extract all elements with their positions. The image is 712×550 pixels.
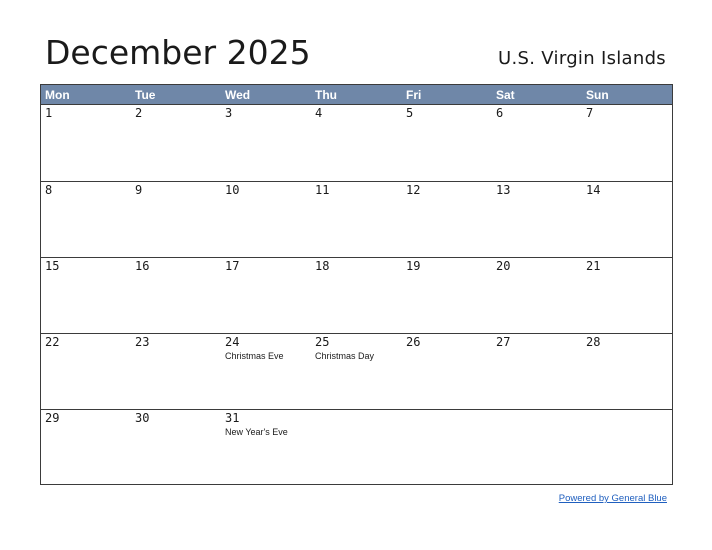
day-cell <box>492 410 582 484</box>
day-cell: 5 <box>402 105 492 181</box>
day-number: 26 <box>406 335 421 349</box>
day-cell: 2 <box>131 105 221 181</box>
day-cell: 15 <box>41 258 131 333</box>
day-cell: 28 <box>582 334 672 409</box>
day-number: 13 <box>496 183 511 197</box>
day-cell: 13 <box>492 182 582 257</box>
day-number: 27 <box>496 335 511 349</box>
calendar-grid: Mon Tue Wed Thu Fri Sat Sun 1 2 3 4 5 6 7 8 9 10 1… <box>40 84 673 485</box>
weekday-header: Mon Tue Wed Thu Fri Sat Sun <box>41 85 672 105</box>
day-number: 22 <box>45 335 60 349</box>
day-number: 8 <box>45 183 53 197</box>
day-cell: 10 <box>221 182 311 257</box>
weekday-sat: Sat <box>496 88 515 102</box>
day-cell: 23 <box>131 334 221 409</box>
day-number: 4 <box>315 106 323 120</box>
day-cell: 11 <box>311 182 402 257</box>
day-number: 5 <box>406 106 414 120</box>
day-number: 7 <box>586 106 594 120</box>
day-number: 30 <box>135 411 150 425</box>
day-number: 1 <box>45 106 53 120</box>
day-cell: 25 Christmas Day <box>311 334 402 409</box>
day-number: 16 <box>135 259 150 273</box>
weekday-wed: Wed <box>225 88 251 102</box>
day-number: 11 <box>315 183 330 197</box>
day-cell: 4 <box>311 105 402 181</box>
day-number: 14 <box>586 183 601 197</box>
region-label: U.S. Virgin Islands <box>498 48 666 69</box>
weekday-sun: Sun <box>586 88 609 102</box>
day-cell: 20 <box>492 258 582 333</box>
day-cell: 30 <box>131 410 221 484</box>
day-cell: 3 <box>221 105 311 181</box>
day-number: 15 <box>45 259 60 273</box>
day-number: 19 <box>406 259 421 273</box>
holiday-label: New Year's Eve <box>225 427 288 437</box>
day-number: 28 <box>586 335 601 349</box>
day-cell: 22 <box>41 334 131 409</box>
day-cell: 24 Christmas Eve <box>221 334 311 409</box>
day-cell: 29 <box>41 410 131 484</box>
day-number: 6 <box>496 106 504 120</box>
day-cell: 16 <box>131 258 221 333</box>
day-cell: 7 <box>582 105 672 181</box>
day-number: 9 <box>135 183 143 197</box>
day-cell: 8 <box>41 182 131 257</box>
weekday-tue: Tue <box>135 88 156 102</box>
day-number: 17 <box>225 259 240 273</box>
powered-by-link[interactable]: Powered by General Blue <box>558 493 667 504</box>
page-title: December 2025 <box>45 33 311 72</box>
day-cell: 17 <box>221 258 311 333</box>
week-row: 8 9 10 11 12 13 14 <box>41 181 672 257</box>
day-cell: 6 <box>492 105 582 181</box>
day-number: 12 <box>406 183 421 197</box>
day-number: 23 <box>135 335 150 349</box>
day-cell <box>582 410 672 484</box>
day-cell <box>311 410 402 484</box>
holiday-label: Christmas Eve <box>225 351 284 361</box>
day-cell: 12 <box>402 182 492 257</box>
week-row: 1 2 3 4 5 6 7 <box>41 105 672 181</box>
day-number: 20 <box>496 259 511 273</box>
week-row: 22 23 24 Christmas Eve 25 Christmas Day 26 27 28 <box>41 333 672 409</box>
day-number: 3 <box>225 106 233 120</box>
day-number: 2 <box>135 106 143 120</box>
day-number: 10 <box>225 183 240 197</box>
day-number: 18 <box>315 259 330 273</box>
day-cell: 31 New Year's Eve <box>221 410 311 484</box>
day-cell: 18 <box>311 258 402 333</box>
day-number: 29 <box>45 411 60 425</box>
day-cell: 27 <box>492 334 582 409</box>
day-cell: 1 <box>41 105 131 181</box>
weekday-fri: Fri <box>406 88 422 102</box>
holiday-label: Christmas Day <box>315 351 375 361</box>
day-number: 25 <box>315 335 330 349</box>
day-cell: 9 <box>131 182 221 257</box>
day-cell: 19 <box>402 258 492 333</box>
weekday-thu: Thu <box>315 88 337 102</box>
week-row: 15 16 17 18 19 20 21 <box>41 257 672 333</box>
weekday-mon: Mon <box>45 88 70 102</box>
day-cell: 26 <box>402 334 492 409</box>
day-cell: 14 <box>582 182 672 257</box>
day-cell <box>402 410 492 484</box>
day-number: 31 <box>225 411 240 425</box>
day-number: 21 <box>586 259 601 273</box>
week-row: 29 30 31 New Year's Eve <box>41 409 672 484</box>
day-cell: 21 <box>582 258 672 333</box>
day-number: 24 <box>225 335 240 349</box>
